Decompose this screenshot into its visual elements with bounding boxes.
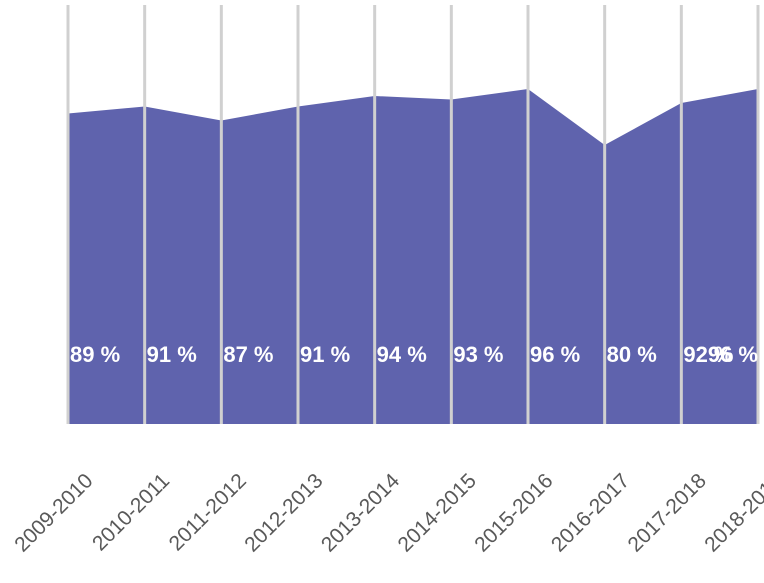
x-axis-tick-labels: 2009-20102010-20112011-20122012-20132013… <box>10 469 764 557</box>
data-label: 87 % <box>223 342 273 367</box>
data-label: 91 % <box>300 342 350 367</box>
series-area <box>68 89 758 424</box>
data-label: 80 % <box>607 342 657 367</box>
data-label: 89 % <box>70 342 120 367</box>
area-layer <box>68 89 758 424</box>
x-tick-label: 2010-2011 <box>88 469 174 555</box>
data-label: 96 % <box>530 342 580 367</box>
gridlines <box>66 5 760 424</box>
data-label: 96 % <box>708 342 758 367</box>
x-tick-label: 2015-2016 <box>470 469 557 556</box>
data-label: 91 % <box>147 342 197 367</box>
data-label: 92 % <box>683 342 733 367</box>
x-tick-label: 2017-2018 <box>624 469 711 556</box>
data-labels: 89 % 91 % 87 % 91 % 94 % 93 % 96 % 80 % 92 %96 % <box>70 342 758 367</box>
x-tick-label: 2009-2010 <box>10 469 97 556</box>
x-tick-label: 2011-2012 <box>165 469 251 555</box>
x-tick-label: 2012-2013 <box>240 469 327 556</box>
x-tick-label: 2016-2017 <box>547 469 634 556</box>
data-label: 94 % <box>377 342 427 367</box>
data-label: 93 % <box>453 342 503 367</box>
x-tick-label: 2013-2014 <box>317 469 405 557</box>
x-tick-label: 2018-2019 <box>700 469 764 556</box>
x-tick-label: 2014-2015 <box>394 469 481 556</box>
